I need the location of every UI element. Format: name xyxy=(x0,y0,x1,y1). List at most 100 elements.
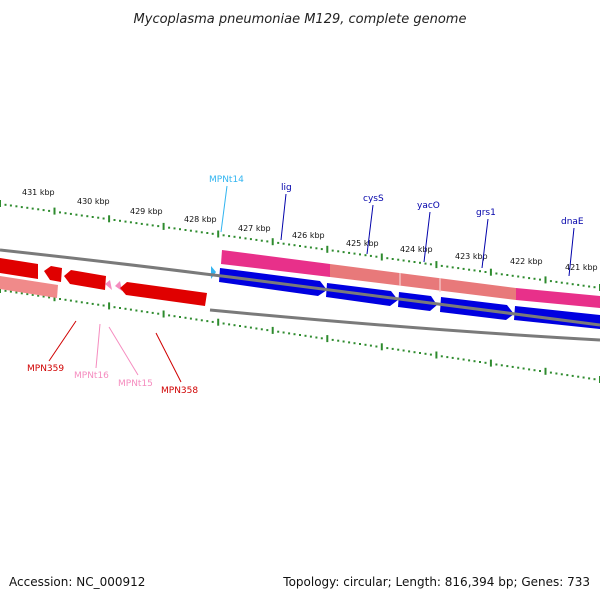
inner-ruler-minor-tick xyxy=(75,300,78,303)
gene-arrow-dnaE[interactable] xyxy=(514,306,600,329)
inner-ruler-minor-tick xyxy=(129,308,132,311)
outer-ruler-major-tick xyxy=(271,238,274,246)
inner-ruler-minor-tick xyxy=(359,343,361,345)
gene-label-cysS[interactable]: cysS xyxy=(363,194,384,204)
outer-ruler-minor-tick xyxy=(331,249,334,252)
gene-arrow-MPNt16[interactable] xyxy=(105,280,112,290)
inner-ruler-minor-tick xyxy=(413,351,416,354)
inner-ruler-minor-tick xyxy=(522,367,525,370)
outer-ruler-minor-tick xyxy=(468,268,471,271)
inner-ruler-minor-tick xyxy=(468,359,471,362)
gene-arrow-MPN358[interactable] xyxy=(120,282,207,306)
inner-ruler-minor-tick xyxy=(4,289,7,292)
ruler-label-431kbp: 431 kbp xyxy=(22,188,55,197)
inner-ruler-major-tick xyxy=(162,310,165,318)
inner-ruler-major-tick xyxy=(326,335,329,343)
outer-ruler-minor-tick xyxy=(299,245,301,247)
outer-ruler-minor-tick xyxy=(75,213,78,216)
outer-ruler-major-tick xyxy=(108,215,111,223)
outer-ruler-minor-tick xyxy=(26,206,29,209)
label-connector xyxy=(95,323,101,369)
outer-ruler-minor-tick xyxy=(91,216,94,218)
outer-ruler-minor-tick xyxy=(255,238,258,241)
gene-label-MPN359[interactable]: MPN359 xyxy=(27,364,64,374)
outer-ruler-minor-tick xyxy=(80,214,83,217)
outer-ruler-minor-tick xyxy=(37,208,40,211)
inner-ruler-minor-tick xyxy=(255,327,258,330)
inner-ruler-minor-tick xyxy=(179,316,181,318)
gene-label-MPNt15[interactable]: MPNt15 xyxy=(118,379,153,389)
outer-ruler-minor-tick xyxy=(588,285,591,288)
outer-ruler-minor-tick xyxy=(97,216,100,219)
inner-ruler-minor-tick xyxy=(408,350,411,353)
inner-ruler-minor-tick xyxy=(440,355,443,358)
outer-ruler-minor-tick xyxy=(408,260,411,263)
inner-ruler-minor-tick xyxy=(315,336,318,339)
inner-ruler-major-tick xyxy=(217,318,220,326)
inner-ruler-minor-tick xyxy=(566,374,569,377)
inner-ruler-minor-tick xyxy=(222,322,225,325)
ruler-label-427kbp: 427 kbp xyxy=(238,224,271,233)
inner-ruler-minor-tick xyxy=(15,291,18,294)
outer-ruler-minor-tick xyxy=(288,243,291,246)
inner-ruler-minor-tick xyxy=(402,349,405,352)
reverse-genes xyxy=(0,258,207,306)
outer-ruler: 431 kbp 430 kbp 429 kbp 428 kbp 427 kbp … xyxy=(0,188,600,291)
gene-arrow-left-1[interactable] xyxy=(44,266,62,282)
outer-ruler-minor-tick xyxy=(222,234,225,237)
inner-ruler-minor-tick xyxy=(173,315,176,318)
inner-ruler-minor-tick xyxy=(539,370,541,372)
label-connector xyxy=(366,204,374,255)
ruler-label-425kbp: 425 kbp xyxy=(346,239,379,248)
outer-ruler-minor-tick xyxy=(506,274,509,276)
inner-ruler-major-tick xyxy=(435,351,438,359)
outer-ruler-minor-tick xyxy=(375,255,378,258)
gene-arrow-MPNt14[interactable] xyxy=(211,266,216,279)
ruler-label-421kbp: 421 kbp xyxy=(565,263,598,272)
gene-label-yacO[interactable]: yacO xyxy=(417,201,440,211)
inner-ruler-minor-tick xyxy=(462,358,465,361)
outer-ruler-minor-tick xyxy=(59,211,61,214)
outer-ruler-minor-tick xyxy=(146,223,149,226)
gene-label-lig[interactable]: lig xyxy=(281,183,292,193)
inner-ruler-minor-tick xyxy=(348,341,351,344)
gene-arrow-MPNt15[interactable] xyxy=(115,281,122,291)
outer-ruler-minor-tick xyxy=(495,272,498,275)
label-connector xyxy=(568,227,575,277)
inner-ruler-minor-tick xyxy=(457,357,460,360)
inner-ruler-minor-tick xyxy=(20,292,23,295)
label-connector xyxy=(220,185,228,233)
inner-ruler-minor-tick xyxy=(337,339,340,342)
gene-label-MPNt14[interactable]: MPNt14 xyxy=(209,175,244,185)
outer-ruler-minor-tick xyxy=(500,273,503,276)
outer-ruler-minor-tick xyxy=(151,224,154,227)
outer-ruler-minor-tick xyxy=(260,239,263,242)
outer-ruler-minor-tick xyxy=(549,280,552,283)
reverse-labels: MPN359 MPNt16 MPNt15 MPN358 xyxy=(27,320,198,396)
outer-ruler-minor-tick xyxy=(555,280,558,283)
outer-ruler-major-tick xyxy=(435,261,438,269)
inner-ruler-minor-tick xyxy=(277,330,280,333)
label-connector xyxy=(423,211,431,263)
outer-ruler-minor-tick xyxy=(320,248,323,251)
gene-arrow-MPN359[interactable] xyxy=(0,258,38,279)
inner-ruler-minor-tick xyxy=(391,347,394,350)
outer-ruler-minor-tick xyxy=(593,286,596,289)
outer-ruler-minor-tick xyxy=(337,250,340,253)
gene-arrow-left-2[interactable] xyxy=(64,270,106,290)
gene-label-dnaE[interactable]: dnaE xyxy=(561,217,584,227)
inner-ruler-minor-tick xyxy=(233,324,236,327)
outer-ruler-minor-tick xyxy=(522,276,525,279)
gene-label-grs1[interactable]: grs1 xyxy=(476,208,496,218)
outer-ruler-minor-tick xyxy=(429,263,432,266)
inner-ruler-minor-tick xyxy=(228,323,231,326)
gene-label-MPN358[interactable]: MPN358 xyxy=(161,386,198,396)
outer-ruler-minor-tick xyxy=(9,204,12,207)
inner-ruler-minor-tick xyxy=(140,310,143,313)
outer-ruler-minor-tick xyxy=(86,215,89,218)
outer-ruler-minor-tick xyxy=(424,262,427,265)
genome-backbone-upper xyxy=(0,248,600,327)
inner-ruler-minor-tick xyxy=(309,335,312,338)
inner-ruler-minor-tick xyxy=(80,301,83,304)
gene-label-MPNt16[interactable]: MPNt16 xyxy=(74,371,109,381)
